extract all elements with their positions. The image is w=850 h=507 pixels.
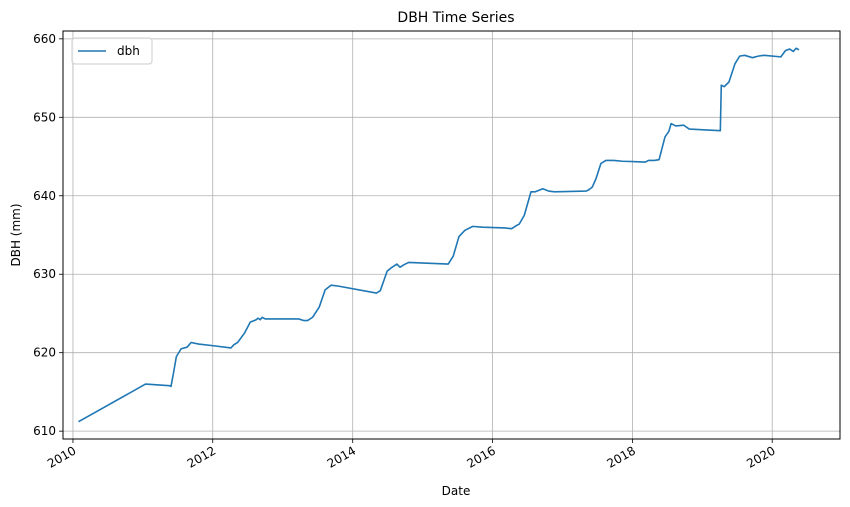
y-tick-label: 640	[33, 189, 56, 203]
x-tick-label: 2012	[185, 443, 218, 470]
legend-box	[71, 37, 153, 65]
y-tick-label: 610	[33, 424, 56, 438]
chart-title: DBH Time Series	[397, 10, 514, 26]
y-tick-label: 630	[33, 267, 56, 281]
x-tick-label: 2020	[744, 443, 777, 470]
x-tick-label: 2010	[45, 443, 78, 470]
x-axis: 2010 2012 2014 2016 2018 2020	[45, 439, 778, 471]
y-tick-label: 650	[33, 110, 56, 124]
x-tick-label: 2018	[604, 443, 637, 470]
series-line-dbh	[78, 47, 800, 423]
legend: dbh	[71, 37, 153, 65]
y-axis-label: DBH (mm)	[9, 203, 23, 266]
y-axis: 610 620 630 640 650 660	[33, 32, 63, 438]
y-tick-label: 620	[33, 346, 56, 360]
x-tick-label: 2016	[465, 443, 498, 470]
series-layer	[78, 47, 800, 423]
x-tick-label: 2014	[325, 443, 358, 470]
legend-label-dbh: dbh	[117, 44, 140, 58]
grid-lines	[63, 31, 840, 439]
x-axis-label: Date	[442, 484, 471, 498]
plot-frame	[62, 30, 841, 440]
y-tick-label: 660	[33, 32, 56, 46]
